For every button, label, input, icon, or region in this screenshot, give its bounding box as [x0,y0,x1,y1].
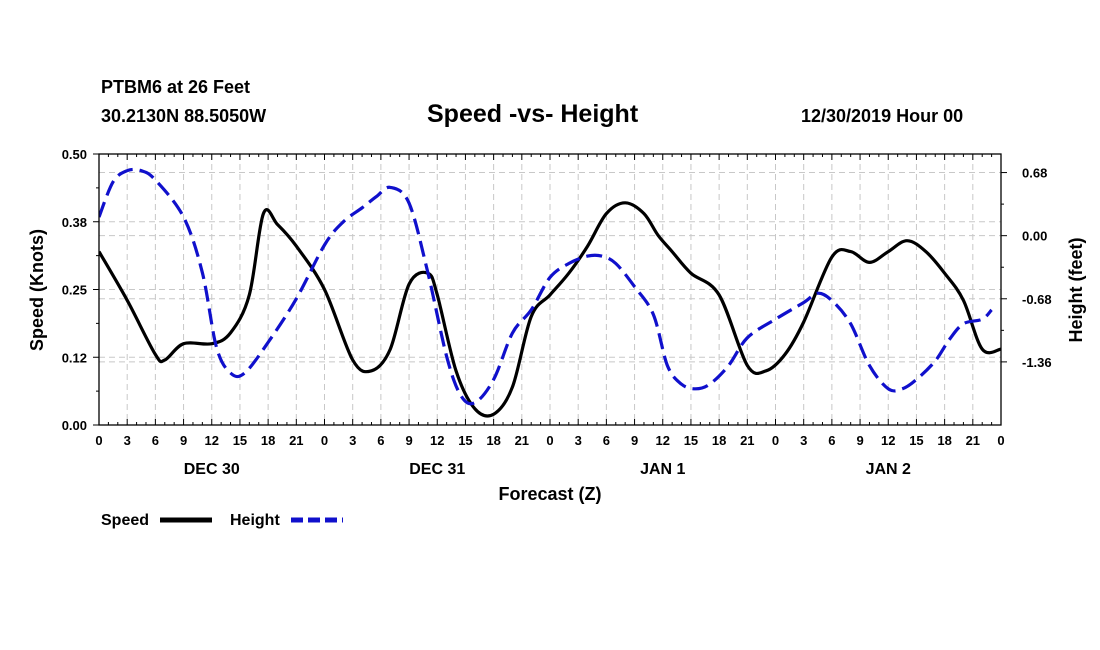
legend-speed-label: Speed [101,512,149,529]
x-tick-label: 15 [684,433,698,448]
day-label: JAN 1 [640,461,685,478]
x-tick-label: 12 [205,433,219,448]
y-tick-label: 0.38 [62,215,87,230]
x-tick-label: 0 [546,433,553,448]
x-tick-label: 18 [937,433,951,448]
coordinates-label: 30.2130N 88.5050W [101,106,267,126]
legend: Speed Height [101,512,343,529]
x-tick-label: 0 [772,433,779,448]
chart-title: Speed -vs- Height [427,100,639,128]
height-series-line [99,167,993,406]
axis-labels: 0 3 6 9 12 15 18 21 0 3 6 9 12 15 18 21 0 3 6 9 12 15 18 21 0 3 6 9… [62,147,1052,478]
x-tick-label: 15 [909,433,923,448]
station-label: PTBM6 at 26 Feet [101,77,251,97]
x-tick-label: 18 [486,433,500,448]
y-tick-label: 0.25 [62,283,87,298]
x-tick-label: 21 [966,433,980,448]
x-tick-label: 3 [575,433,582,448]
y2-axis-title: Height (feet) [1066,238,1086,343]
x-tick-label: 12 [656,433,670,448]
x-tick-label: 9 [856,433,863,448]
x-tick-label: 15 [458,433,472,448]
x-tick-label: 12 [881,433,895,448]
x-axis-title: Forecast (Z) [498,484,601,504]
x-tick-label: 18 [261,433,275,448]
x-tick-label: 3 [349,433,356,448]
grid-lines [99,154,1001,425]
x-tick-label: 9 [631,433,638,448]
x-tick-label: 3 [124,433,131,448]
day-label: JAN 2 [866,461,911,478]
x-tick-label: 15 [233,433,247,448]
timestamp-label: 12/30/2019 Hour 00 [801,106,964,126]
x-tick-label: 6 [828,433,835,448]
speed-series-line [99,201,1001,418]
day-label: DEC 31 [409,461,465,478]
x-tick-label: 0 [997,433,1004,448]
y2-tick-label: -0.68 [1022,292,1052,307]
day-label: DEC 30 [184,461,240,478]
y-tick-label: 0.00 [62,418,87,433]
x-tick-label: 21 [289,433,303,448]
y2-tick-label: -1.36 [1022,355,1052,370]
x-tick-label: 12 [430,433,444,448]
y-tick-label: 0.50 [62,147,87,162]
x-tick-label: 0 [321,433,328,448]
y2-tick-label: 0.68 [1022,166,1047,181]
series-layer [99,167,1001,418]
axis-ticks [93,153,1007,426]
y-tick-label: 0.12 [62,350,87,365]
x-tick-label: 6 [603,433,610,448]
x-tick-label: 9 [180,433,187,448]
y2-tick-label: 0.00 [1022,229,1047,244]
x-tick-label: 21 [515,433,529,448]
x-tick-label: 6 [152,433,159,448]
x-tick-label: 3 [800,433,807,448]
x-tick-label: 0 [95,433,102,448]
x-tick-label: 9 [405,433,412,448]
y-axis-title: Speed (Knots) [27,229,47,351]
x-tick-label: 18 [712,433,726,448]
legend-height-label: Height [230,512,280,529]
x-tick-label: 6 [377,433,384,448]
x-tick-label: 21 [740,433,754,448]
